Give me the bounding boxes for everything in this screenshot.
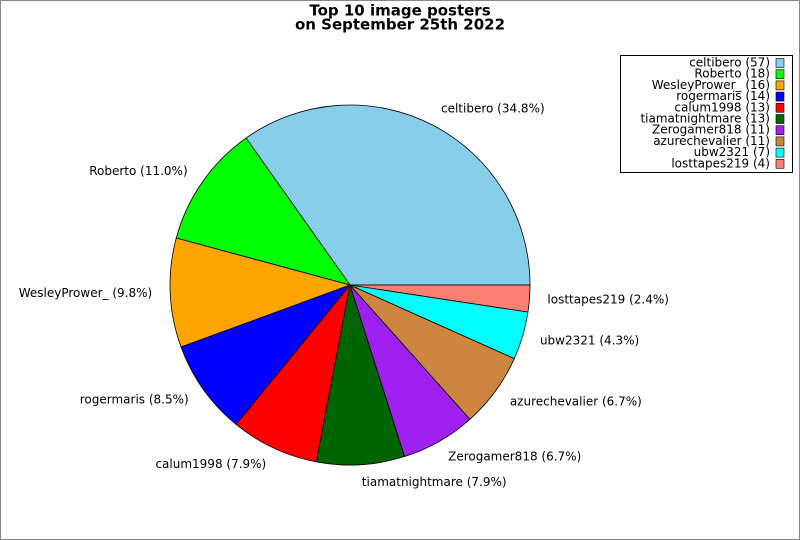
legend-box (620, 55, 793, 173)
chart-title: on September 25th 2022 (295, 16, 505, 34)
pie-slice (245, 104, 531, 286)
legend-swatch (775, 91, 785, 102)
legend-label: Roberto (18) (694, 67, 770, 81)
legend-swatch (775, 114, 785, 124)
legend-swatch (775, 69, 785, 79)
legend-swatch (775, 103, 785, 113)
pie-slice (175, 137, 351, 286)
slice-label: celtibero (34.8%) (441, 102, 545, 116)
slice-label: calum1998 (7.9%) (155, 457, 266, 471)
slice-label: rogermaris (8.5%) (80, 392, 189, 406)
legend-label: ubw2321 (7) (694, 145, 770, 159)
legend-label: calum1998 (13) (674, 100, 770, 114)
legend-swatch (775, 159, 785, 169)
slice-label: ubw2321 (4.3%) (540, 333, 639, 347)
legend-label: WesleyPrower_ (16) (652, 78, 770, 92)
legend-swatch (775, 136, 785, 147)
legend-swatch (775, 80, 785, 91)
legend-label: losttapes219 (4) (671, 156, 770, 170)
legend-label: azurechevalier (11) (653, 134, 770, 148)
pie-slice (180, 284, 352, 425)
chart-title: Top 10 image posters (309, 2, 490, 20)
legend-label: tiamatnightmare (13) (640, 112, 770, 126)
legend-label: Zerogamer818 (11) (652, 123, 770, 137)
slice-label: Roberto (11.0%) (89, 164, 187, 178)
slice-label: Zerogamer818 (6.7%) (448, 449, 581, 463)
slice-label: WesleyPrower_ (9.8%) (19, 286, 152, 300)
legend-swatch (775, 58, 785, 68)
legend-label: rogermaris (14) (676, 89, 770, 103)
legend-swatch (775, 147, 785, 158)
pie-slice (169, 237, 352, 348)
slice-label: tiamatnightmare (7.9%) (362, 475, 507, 489)
legend-label: celtibero (57) (689, 56, 770, 70)
legend-swatch (775, 125, 785, 135)
slice-label: losttapes219 (2.4%) (547, 292, 669, 306)
pie-slice (349, 284, 531, 313)
slice-label: azurechevalier (6.7%) (510, 394, 642, 408)
